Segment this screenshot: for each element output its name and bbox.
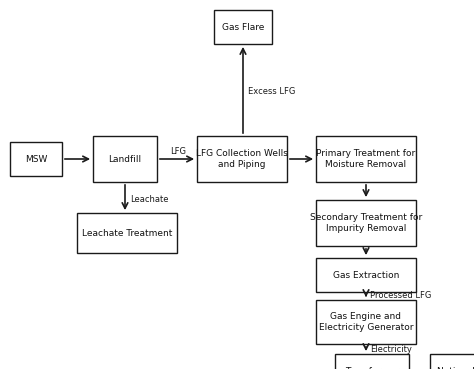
Bar	[316, 300, 416, 344]
Text: MSW: MSW	[25, 155, 47, 163]
Bar	[316, 258, 416, 292]
Bar	[93, 136, 157, 182]
Text: Secondary Treatment for
Impurity Removal: Secondary Treatment for Impurity Removal	[310, 213, 422, 233]
Text: Leachate: Leachate	[130, 196, 168, 204]
Text: Transformer: Transformer	[345, 366, 399, 369]
Text: Gas Engine and
Electricity Generator: Gas Engine and Electricity Generator	[319, 312, 413, 332]
Text: Excess LFG: Excess LFG	[248, 87, 295, 97]
Bar	[214, 10, 272, 44]
Bar	[10, 142, 62, 176]
Text: Gas Flare: Gas Flare	[222, 23, 264, 31]
Text: Gas Extraction: Gas Extraction	[333, 270, 399, 279]
Text: LFG Collection Wells
and Piping: LFG Collection Wells and Piping	[196, 149, 288, 169]
Text: Primary Treatment for
Moisture Removal: Primary Treatment for Moisture Removal	[316, 149, 416, 169]
Bar	[77, 213, 177, 253]
Bar	[430, 354, 474, 369]
Bar	[197, 136, 287, 182]
Text: LFG: LFG	[170, 146, 186, 155]
Text: Leachate Treatment: Leachate Treatment	[82, 228, 172, 238]
Text: National Grid: National Grid	[437, 366, 474, 369]
Bar	[316, 136, 416, 182]
Bar	[335, 354, 409, 369]
Text: Processed LFG: Processed LFG	[370, 292, 431, 300]
Text: Landfill: Landfill	[109, 155, 142, 163]
Text: Electricity: Electricity	[370, 345, 412, 355]
Bar	[316, 200, 416, 246]
